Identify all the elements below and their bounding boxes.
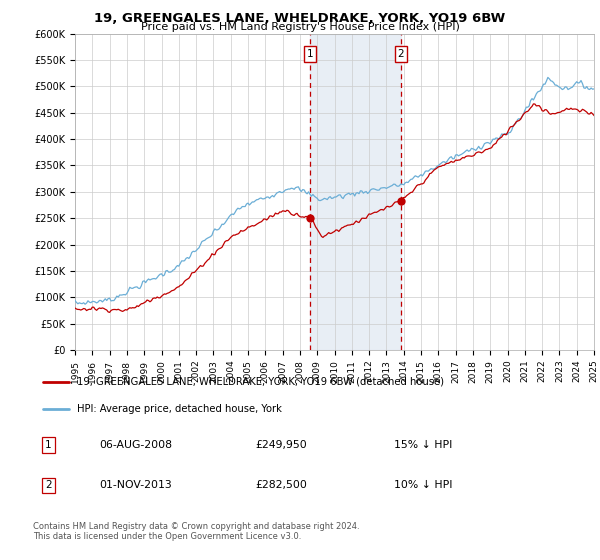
Text: 19, GREENGALES LANE, WHELDRAKE, YORK, YO19 6BW (detached house): 19, GREENGALES LANE, WHELDRAKE, YORK, YO… [77, 377, 445, 386]
Text: 01-NOV-2013: 01-NOV-2013 [100, 480, 172, 491]
Text: 06-AUG-2008: 06-AUG-2008 [100, 440, 173, 450]
Text: 19, GREENGALES LANE, WHELDRAKE, YORK, YO19 6BW: 19, GREENGALES LANE, WHELDRAKE, YORK, YO… [94, 12, 506, 25]
Text: Contains HM Land Registry data © Crown copyright and database right 2024.
This d: Contains HM Land Registry data © Crown c… [33, 522, 359, 542]
Text: 2: 2 [397, 49, 404, 59]
Text: £249,950: £249,950 [255, 440, 307, 450]
Text: HPI: Average price, detached house, York: HPI: Average price, detached house, York [77, 404, 282, 413]
Text: 10% ↓ HPI: 10% ↓ HPI [394, 480, 452, 491]
Text: 1: 1 [45, 440, 52, 450]
Text: Price paid vs. HM Land Registry's House Price Index (HPI): Price paid vs. HM Land Registry's House … [140, 22, 460, 32]
Text: 1: 1 [307, 49, 313, 59]
Text: £282,500: £282,500 [255, 480, 307, 491]
Text: 15% ↓ HPI: 15% ↓ HPI [394, 440, 452, 450]
Text: 2: 2 [45, 480, 52, 491]
Bar [310, 34, 401, 350]
